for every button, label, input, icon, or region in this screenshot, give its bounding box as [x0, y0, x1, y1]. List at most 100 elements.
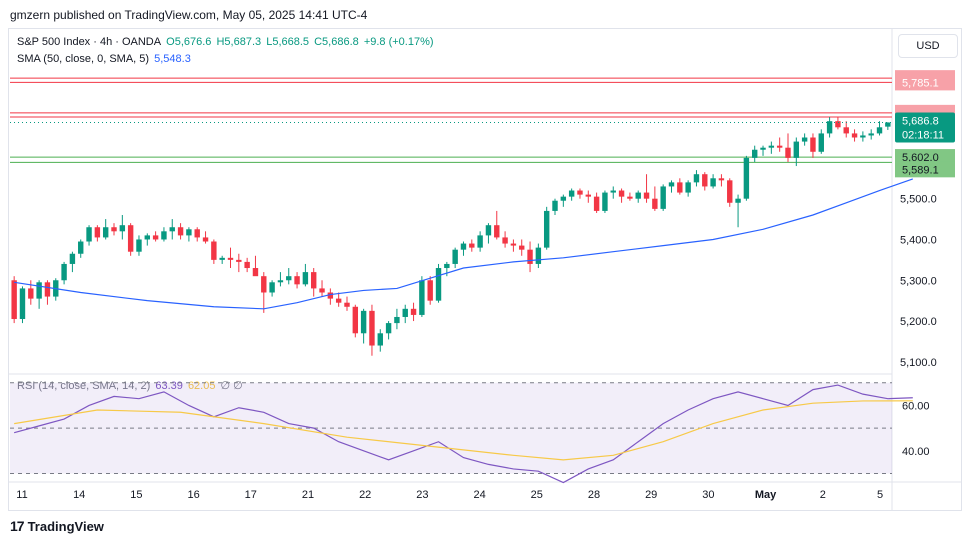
candle-body [851, 133, 858, 138]
countdown-label: 02:18:11 [902, 129, 944, 141]
candle-body [244, 261, 250, 269]
candle-body [535, 247, 542, 264]
time-tick-label: 16 [187, 489, 199, 501]
candle-body [552, 200, 558, 211]
candle-body [835, 121, 841, 128]
time-tick-label: May [755, 489, 777, 501]
candle-body [219, 257, 225, 260]
candle-body [78, 241, 84, 254]
candle-body [385, 323, 392, 334]
candle-body [169, 227, 175, 232]
candle-body [577, 190, 583, 195]
candle-body [311, 272, 317, 289]
candle-body [369, 310, 375, 346]
currency-button[interactable]: USD [898, 34, 958, 58]
candle-body [452, 249, 458, 264]
candle-body [760, 147, 766, 150]
candle-body [144, 235, 150, 240]
brand-label: TradingView [27, 518, 104, 534]
candle-body [111, 227, 117, 232]
last-price-box [895, 112, 955, 143]
candle-body [69, 253, 76, 264]
candle-body [485, 225, 492, 236]
candle-body [410, 308, 417, 315]
support-price-box [895, 161, 955, 178]
time-tick-label: 30 [702, 489, 714, 501]
candle-body [294, 276, 300, 285]
price-legend[interactable]: S&P 500 Index · 4h · OANDA O5,676.6 H5,6… [17, 36, 436, 48]
low-value: L5,668.5 [266, 36, 310, 48]
candle-body [186, 229, 192, 236]
candle-body [211, 241, 217, 260]
candle-body [302, 272, 309, 285]
candle-body [261, 276, 267, 293]
candle-body [502, 237, 508, 244]
candle-body [752, 149, 758, 158]
candle-body [36, 282, 42, 299]
time-tick-label: 15 [130, 489, 142, 501]
candle-body [510, 243, 517, 246]
candle-body [177, 227, 184, 236]
candle-body [61, 263, 67, 281]
candle-body [627, 196, 633, 199]
candle-body [11, 280, 17, 320]
candle-body [469, 243, 475, 248]
sma-label: SMA (50, close, 0, SMA, 5) [17, 53, 150, 65]
candle-body [94, 227, 101, 238]
tradingview-footer[interactable]: 17 TradingView [10, 518, 104, 534]
candle-body [743, 157, 750, 199]
open-value: O5,676.6 [166, 36, 212, 48]
candle-body [885, 122, 891, 127]
candle-body [161, 231, 167, 240]
price-tick-label: 5,100.0 [900, 357, 937, 369]
candle-body [377, 333, 383, 346]
candle-body [136, 239, 142, 252]
candle-body [585, 194, 591, 197]
candle-body [319, 288, 325, 293]
candle-body [344, 302, 350, 307]
time-tick-label: 14 [73, 489, 85, 501]
candle-body [86, 227, 92, 242]
candle-body [693, 174, 700, 183]
candle-body [152, 235, 159, 240]
candle-body [227, 257, 234, 260]
candle-body [776, 145, 783, 148]
time-tick-label: 23 [416, 489, 428, 501]
candle-body [718, 178, 725, 181]
close-value: C5,686.8 [314, 36, 359, 48]
rsi-tick-label: 60.00 [902, 400, 930, 412]
candle-body [252, 268, 259, 277]
candle-body [793, 141, 800, 158]
candle-body [394, 316, 400, 324]
published-header: gmzern published on TradingView.com, May… [10, 8, 368, 22]
candle-body [277, 280, 284, 283]
time-tick-label: 17 [245, 489, 257, 501]
candle-body [801, 137, 808, 142]
price-tick-label: 5,500.0 [900, 194, 937, 206]
sma-line [14, 178, 913, 310]
candle-body [360, 310, 367, 334]
candle-body [402, 308, 408, 317]
candle-body [635, 192, 641, 199]
candle-body [327, 292, 334, 299]
candle-body [818, 133, 824, 152]
candle-body [727, 180, 733, 203]
last-price-label: 5,686.8 [902, 115, 939, 127]
candle-body [860, 135, 866, 138]
candle-body [643, 192, 650, 199]
candle-body [44, 282, 51, 297]
price-tick-label: 5,200.0 [900, 316, 937, 328]
support-price-label: 5,589.1 [902, 164, 939, 176]
high-value: H5,687.3 [216, 36, 262, 48]
sma-value: 5,548.3 [154, 53, 191, 65]
candle-body [768, 145, 775, 148]
sma-legend[interactable]: SMA (50, close, 0, SMA, 5) 5,548.3 [17, 53, 193, 65]
candle-body [810, 137, 816, 152]
candle-body [435, 268, 442, 301]
price-tick-label: 5,300.0 [900, 275, 937, 287]
candle-body [560, 196, 567, 201]
candle-body [119, 225, 126, 232]
candle-body [494, 225, 500, 238]
rsi-line [14, 384, 913, 484]
